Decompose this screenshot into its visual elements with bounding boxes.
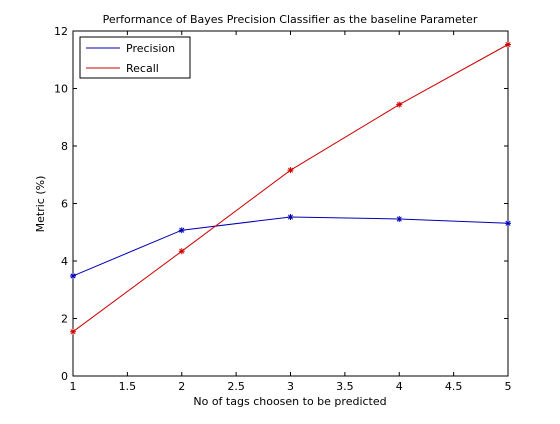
y-axis-label: Metric (%) — [34, 176, 47, 233]
y-tick-label: 0 — [61, 370, 68, 383]
data-point-precision — [505, 220, 511, 226]
data-point-recall — [505, 42, 511, 48]
y-tick-label: 8 — [61, 140, 68, 153]
legend: Precision Recall — [80, 37, 190, 78]
data-point-precision — [179, 227, 185, 233]
y-tick-label: 4 — [61, 255, 68, 268]
data-point-recall — [179, 248, 185, 254]
x-tick-label: 3.5 — [336, 380, 354, 393]
x-tick-label: 3 — [287, 380, 294, 393]
x-tick-label: 1.5 — [119, 380, 137, 393]
data-point-precision — [396, 216, 402, 222]
y-tick-label: 2 — [61, 313, 68, 326]
data-point-recall — [288, 167, 294, 173]
legend-label-precision: Precision — [126, 42, 175, 55]
x-tick-label: 5 — [505, 380, 512, 393]
data-point-precision — [288, 214, 294, 220]
data-point-precision — [70, 273, 76, 279]
y-tick-label: 10 — [54, 83, 68, 96]
x-axis-label: No of tags choosen to be predicted — [193, 395, 386, 408]
data-point-recall — [70, 329, 76, 335]
y-tick-label: 12 — [54, 25, 68, 38]
x-tick-label: 4.5 — [445, 380, 463, 393]
plot-area — [73, 31, 508, 376]
data-point-recall — [396, 102, 402, 108]
chart-title: Performance of Bayes Precision Classifie… — [103, 13, 478, 26]
y-tick-label: 6 — [61, 198, 68, 211]
x-tick-label: 2 — [178, 380, 185, 393]
legend-label-recall: Recall — [126, 62, 159, 75]
x-tick-label: 2.5 — [227, 380, 245, 393]
x-tick-label: 1 — [70, 380, 77, 393]
x-tick-label: 4 — [396, 380, 403, 393]
